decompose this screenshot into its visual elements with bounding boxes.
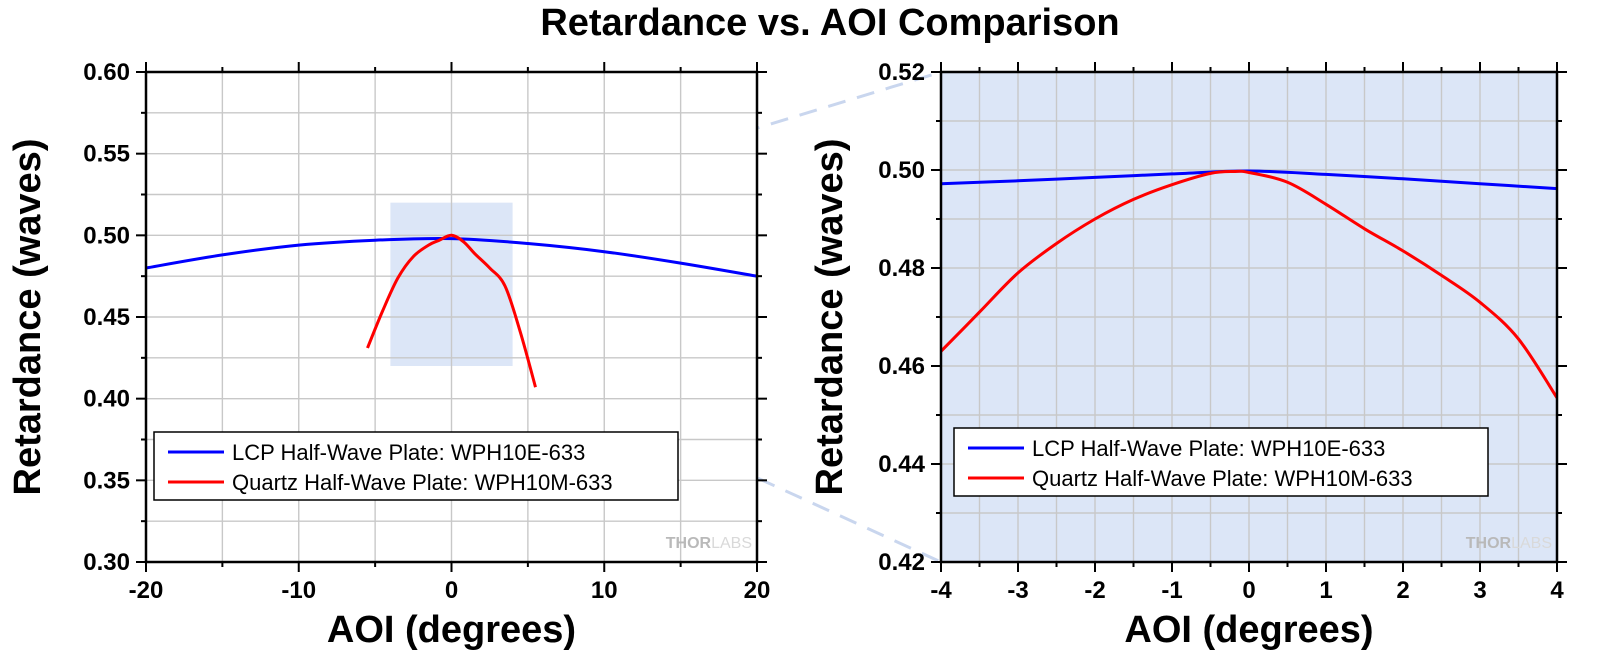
y-tick-label: 0.52: [878, 59, 925, 86]
y-tick-label: 0.35: [83, 467, 130, 494]
y-tick-label: 0.50: [878, 157, 925, 184]
left-chart: -20 -10 0 10 20 0.30 0.35 0.40 0.45 0.50 0.55 0.60 A…: [7, 59, 770, 651]
legend-label-quartz: Quartz Half-Wave Plate: WPH10M-633: [1032, 466, 1413, 491]
legend-label-quartz: Quartz Half-Wave Plate: WPH10M-633: [232, 470, 613, 495]
thorlabs-watermark: THORLABS: [1466, 535, 1552, 552]
y-tick-label: 0.44: [878, 451, 925, 478]
y-axis-title: Retardance (waves): [7, 139, 49, 496]
y-tick-label: 0.48: [878, 255, 925, 282]
legend-label-lcp: LCP Half-Wave Plate: WPH10E-633: [1032, 436, 1385, 461]
y-tick-label: 0.55: [83, 141, 130, 168]
x-tick-label: -2: [1084, 577, 1105, 604]
x-tick-label: -3: [1007, 577, 1028, 604]
y-tick-label: 0.30: [83, 549, 130, 576]
legend-box: [953, 427, 1489, 497]
x-tick-label: 20: [744, 577, 771, 604]
y-tick-label: 0.46: [878, 353, 925, 380]
x-tick-label: -10: [281, 577, 316, 604]
x-tick-label: 0: [445, 577, 458, 604]
zoom-connector-bottom: [511, 364, 942, 564]
x-tick-label: -1: [1161, 577, 1182, 604]
legend-box: [153, 431, 679, 501]
watermark-light: LABS: [1511, 535, 1552, 552]
legend: LCP Half-Wave Plate: WPH10E-633 Quartz Ha…: [953, 427, 1489, 497]
x-tick-label: 3: [1473, 577, 1486, 604]
x-tick-label: -20: [129, 577, 164, 604]
x-tick-label: 10: [591, 577, 618, 604]
series-line-lcp: [146, 236, 757, 278]
watermark-light: LABS: [711, 535, 752, 552]
watermark-bold: THOR: [1466, 535, 1512, 552]
y-tick-label: 0.45: [83, 304, 130, 331]
y-tick-label: 0.60: [83, 59, 130, 86]
x-tick-label: 0: [1242, 577, 1255, 604]
legend-label-lcp: LCP Half-Wave Plate: WPH10E-633: [232, 440, 585, 465]
series-line-quartz: [941, 169, 1557, 399]
x-tick-label: -4: [930, 577, 952, 604]
x-tick-label: 1: [1319, 577, 1332, 604]
y-axis-title: Retardance (waves): [809, 139, 851, 496]
plot-frame: [939, 70, 1559, 564]
legend: LCP Half-Wave Plate: WPH10E-633 Quartz Ha…: [153, 431, 679, 501]
plot-frame: [144, 70, 759, 564]
watermark-bold: THOR: [666, 535, 712, 552]
right-chart-zoomed: -4 -3 -2 -1 0 1 2 3 4 0.42 0.44 0.46 0.48 0.50 0.52 AOI…: [809, 59, 1567, 651]
x-axis-title: AOI (degrees): [1124, 609, 1373, 651]
y-tick-label: 0.50: [83, 222, 130, 249]
y-tick-label: 0.40: [83, 386, 130, 413]
figure-title: Retardance vs. AOI Comparison: [540, 2, 1120, 44]
series-line-quartz: [366, 233, 537, 388]
x-tick-label: 4: [1550, 577, 1564, 604]
tick-marks: [136, 62, 767, 572]
y-tick-label: 0.42: [878, 549, 925, 576]
x-tick-label: 2: [1396, 577, 1409, 604]
thorlabs-watermark: THORLABS: [666, 535, 752, 552]
x-axis-title: AOI (degrees): [327, 609, 576, 651]
